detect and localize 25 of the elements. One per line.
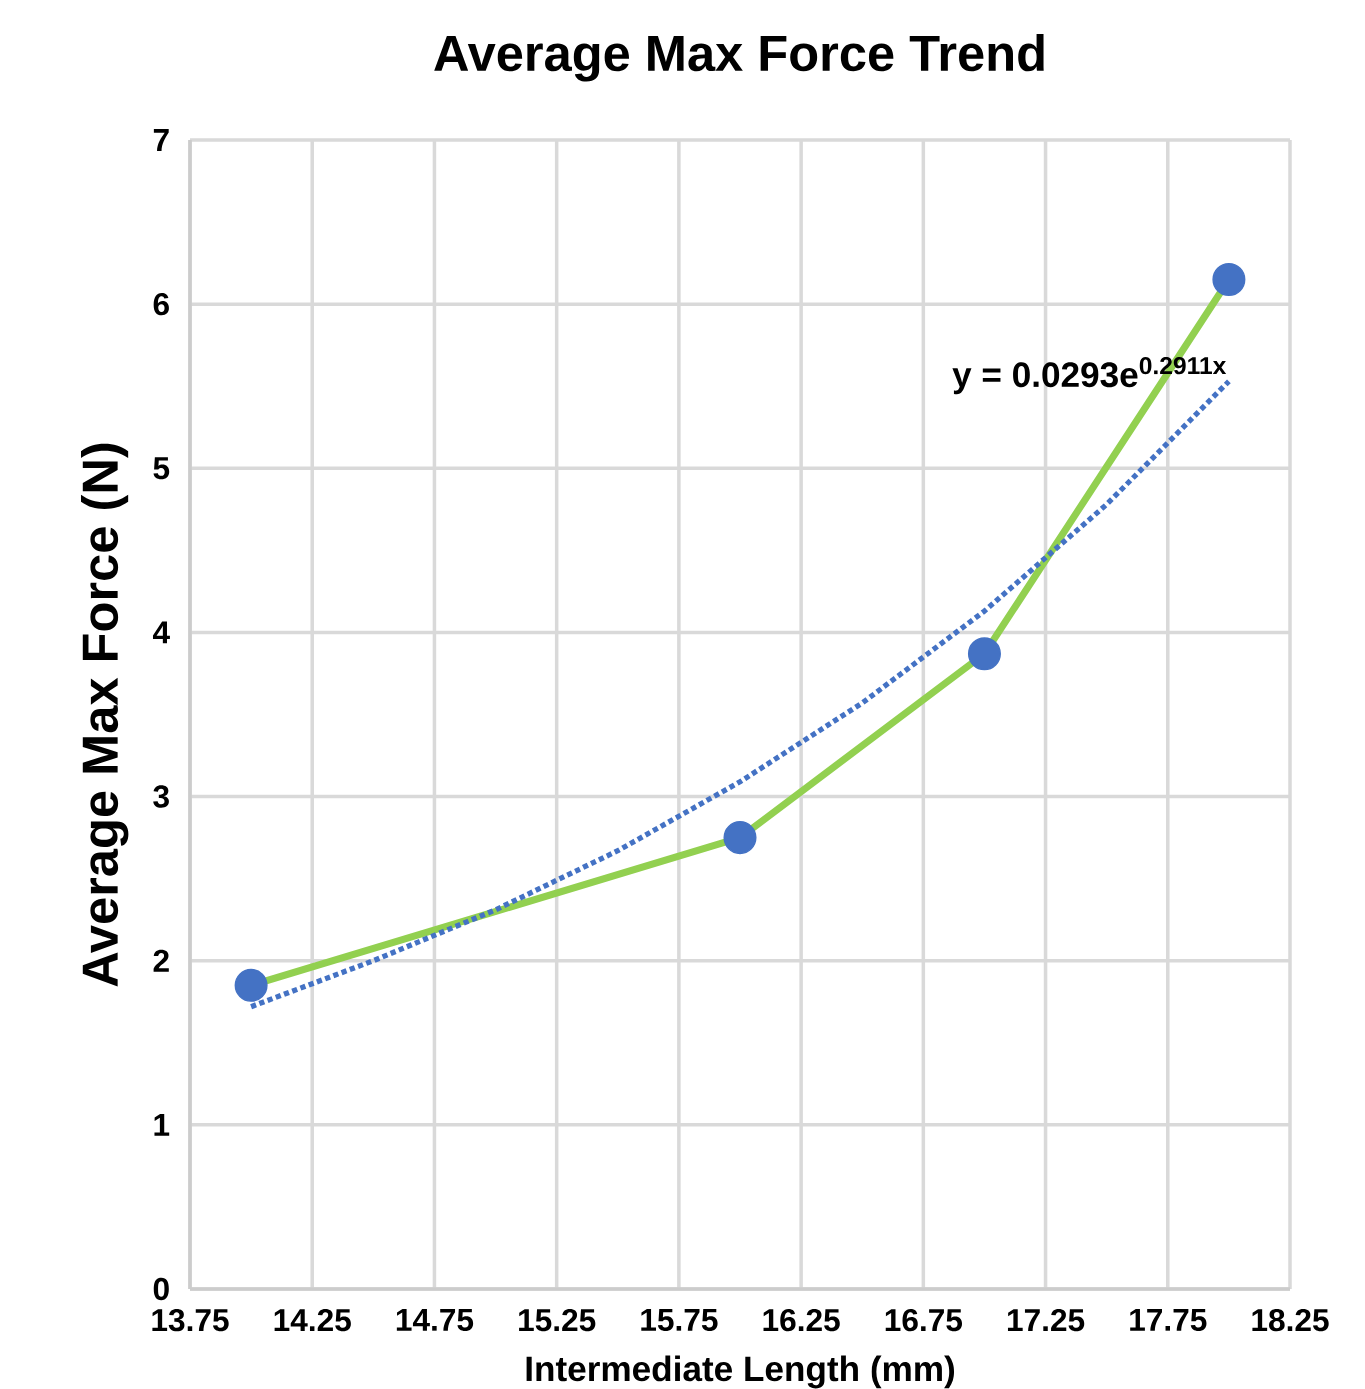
point xyxy=(1212,263,1246,297)
x-tick-label: 13.75 xyxy=(152,1308,229,1332)
y-axis-title: Average Max Force (N) xyxy=(80,443,129,987)
x-tick-label: 15.25 xyxy=(519,1308,596,1332)
x-tick-label: 18.25 xyxy=(1252,1308,1329,1332)
y-tick-label: 6 xyxy=(153,292,169,316)
chart-title: Average Max Force Trend xyxy=(434,34,1044,82)
point xyxy=(234,968,268,1002)
y-tick-label: 5 xyxy=(153,457,170,480)
y-tick-label: 4 xyxy=(152,621,170,644)
y-tick-label: 3 xyxy=(153,785,169,808)
x-axis-title: Intermediate Length (mm) xyxy=(526,1355,955,1389)
x-tick-label: 15.75 xyxy=(641,1308,718,1331)
x-tick-label: 14.25 xyxy=(274,1308,351,1332)
point xyxy=(723,821,757,855)
y-tick-label: 7 xyxy=(153,129,169,151)
x-tick-label: 16.25 xyxy=(763,1308,840,1332)
x-tick-label: 14.75 xyxy=(396,1308,474,1331)
x-tick-label: 17.75 xyxy=(1130,1308,1207,1331)
x-tick-label: 16.75 xyxy=(885,1308,963,1332)
x-tick-label: 17.25 xyxy=(1007,1308,1085,1332)
y-tick-label: 2 xyxy=(153,949,169,972)
y-tick-label: 0 xyxy=(153,1277,169,1301)
point xyxy=(967,637,1001,671)
y-tick-label: 1 xyxy=(154,1113,170,1136)
